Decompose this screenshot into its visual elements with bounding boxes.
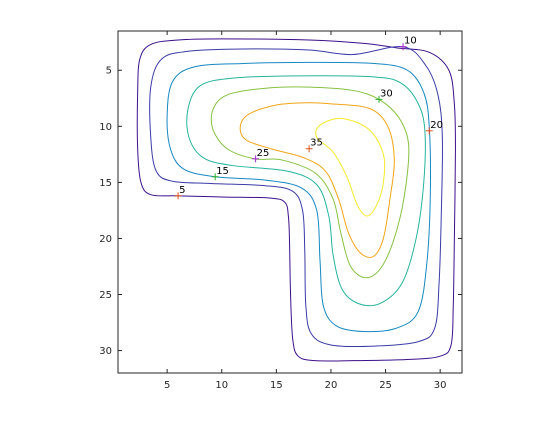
contour-label-35: 35: [305, 138, 323, 153]
contour-level-35: [315, 117, 386, 217]
contour-label-text: 15: [216, 166, 229, 177]
axes-box: [117, 30, 463, 374]
contour-level-20: [186, 75, 426, 307]
y-tick-label: 15: [99, 178, 112, 189]
contour-label-10: 10: [399, 36, 417, 51]
contour-level-25: [210, 86, 410, 279]
contour-label-25: 25: [252, 148, 269, 163]
x-tick-label: 10: [215, 380, 228, 391]
y-tick-label: 30: [99, 346, 112, 357]
x-tick-label: 20: [325, 380, 338, 391]
axes: 5 10 15 20 25 30 5 10 15 20 25 30: [99, 30, 463, 391]
contour-level-5: [136, 38, 456, 362]
contour-lines: [136, 38, 456, 362]
y-tick-label: 25: [99, 290, 112, 301]
contour-label-20: 20: [425, 120, 443, 135]
contour-label-text: 5: [179, 185, 185, 196]
contour-label-text: 20: [430, 120, 443, 131]
contour-label-15: 15: [211, 166, 229, 181]
x-tick-label: 30: [434, 380, 447, 391]
contour-label-text: 10: [404, 36, 417, 47]
contour-label-5: 5: [174, 185, 185, 200]
contour-label-text: 25: [257, 148, 270, 159]
y-tick-label: 20: [99, 234, 112, 245]
plot-area: 5 10 15 20 25 30 35: [136, 36, 456, 362]
contour-label-30: 30: [375, 88, 393, 103]
x-tick-label: 25: [379, 380, 392, 391]
y-tick-label: 5: [106, 66, 112, 77]
contour-level-30: [239, 102, 395, 258]
x-tick-label: 15: [270, 380, 283, 391]
y-tick-label: 10: [99, 122, 112, 133]
contour-level-15: [166, 61, 431, 333]
contour-label-text: 35: [310, 138, 323, 149]
contour-level-10: [149, 45, 443, 348]
contour-label-text: 30: [380, 88, 393, 99]
x-tick-label: 5: [164, 380, 170, 391]
